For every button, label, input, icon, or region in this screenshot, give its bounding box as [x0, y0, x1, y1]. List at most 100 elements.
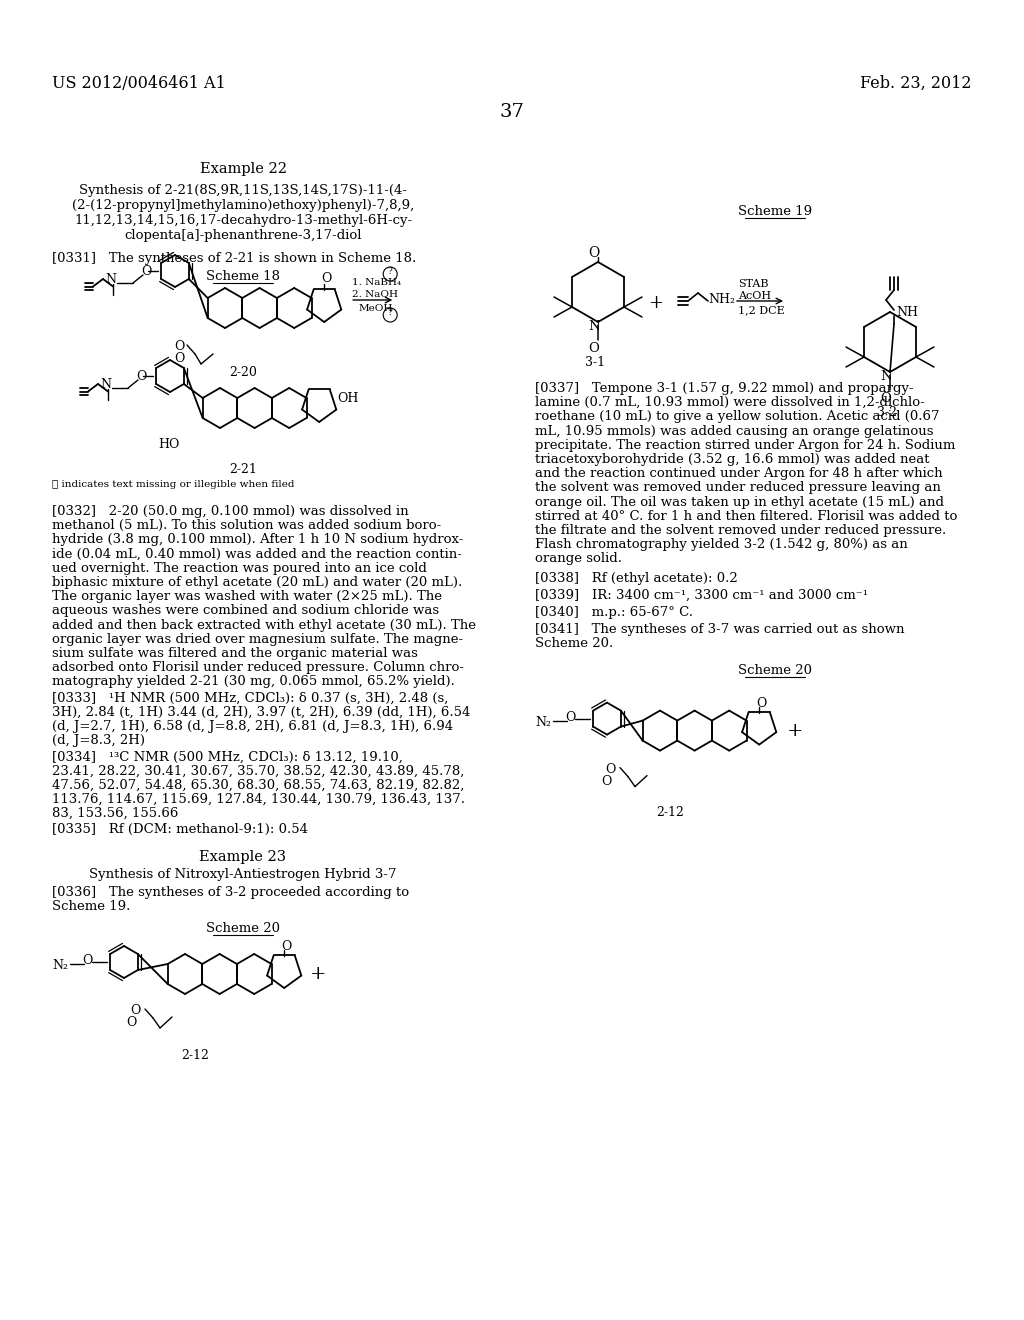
Text: O: O	[281, 940, 292, 953]
Text: triacetoxyborohydride (3.52 g, 16.6 mmol) was added neat: triacetoxyborohydride (3.52 g, 16.6 mmol…	[535, 453, 930, 466]
Text: The organic layer was washed with water (2×25 mL). The: The organic layer was washed with water …	[52, 590, 442, 603]
Text: and the reaction continued under Argon for 48 h after which: and the reaction continued under Argon f…	[535, 467, 943, 480]
Text: 3H), 2.84 (t, 1H) 3.44 (d, 2H), 3.97 (t, 2H), 6.39 (dd, 1H), 6.54: 3H), 2.84 (t, 1H) 3.44 (d, 2H), 3.97 (t,…	[52, 706, 470, 719]
Text: O: O	[589, 342, 599, 355]
Text: the solvent was removed under reduced pressure leaving an: the solvent was removed under reduced pr…	[535, 482, 941, 495]
Text: O: O	[127, 1016, 137, 1030]
Text: sium sulfate was filtered and the organic material was: sium sulfate was filtered and the organi…	[52, 647, 418, 660]
Text: 3-2: 3-2	[877, 407, 897, 418]
Text: [0336]   The syntheses of 3-2 proceeded according to: [0336] The syntheses of 3-2 proceeded ac…	[52, 886, 410, 899]
Text: Scheme 20: Scheme 20	[738, 664, 812, 677]
Text: N: N	[100, 378, 112, 391]
Text: 2-12: 2-12	[181, 1049, 209, 1063]
Text: [0334]   ¹³C NMR (500 MHz, CDCl₃): δ 13.12, 19.10,: [0334] ¹³C NMR (500 MHz, CDCl₃): δ 13.12…	[52, 750, 402, 763]
Text: (d, J=2.7, 1H), 6.58 (d, J=8.8, 2H), 6.81 (d, J=8.3, 1H), 6.94: (d, J=2.7, 1H), 6.58 (d, J=8.8, 2H), 6.8…	[52, 719, 454, 733]
Text: O: O	[756, 697, 766, 710]
Text: methanol (5 mL). To this solution was added sodium boro-: methanol (5 mL). To this solution was ad…	[52, 519, 441, 532]
Text: O: O	[175, 341, 185, 352]
Text: (d, J=8.3, 2H): (d, J=8.3, 2H)	[52, 734, 145, 747]
Text: lamine (0.7 mL, 10.93 mmol) were dissolved in 1,2-dichlo-: lamine (0.7 mL, 10.93 mmol) were dissolv…	[535, 396, 925, 409]
Text: [0335]   Rf (DCM: methanol-9:1): 0.54: [0335] Rf (DCM: methanol-9:1): 0.54	[52, 824, 308, 837]
Text: clopenta[a]-phenanthrene-3,17-diol: clopenta[a]-phenanthrene-3,17-diol	[124, 228, 361, 242]
Text: Synthesis of Nitroxyl-Antiestrogen Hybrid 3-7: Synthesis of Nitroxyl-Antiestrogen Hybri…	[89, 867, 396, 880]
Text: [0341]   The syntheses of 3-7 was carried out as shown: [0341] The syntheses of 3-7 was carried …	[535, 623, 904, 636]
Text: (2-(12-propynyl]methylamino)ethoxy)phenyl)-7,8,9,: (2-(12-propynyl]methylamino)ethoxy)pheny…	[72, 199, 414, 213]
Text: 23.41, 28.22, 30.41, 30.67, 35.70, 38.52, 42.30, 43.89, 45.78,: 23.41, 28.22, 30.41, 30.67, 35.70, 38.52…	[52, 764, 464, 777]
Text: 2-20: 2-20	[229, 366, 257, 379]
Text: O: O	[589, 246, 600, 260]
Text: N₂: N₂	[535, 715, 551, 729]
Text: 1,2 DCE: 1,2 DCE	[738, 305, 784, 315]
Text: Example 22: Example 22	[200, 162, 287, 176]
Text: O: O	[605, 763, 616, 776]
Text: MeOH: MeOH	[358, 304, 392, 313]
Text: NH: NH	[896, 306, 918, 319]
Text: 83, 153.56, 155.66: 83, 153.56, 155.66	[52, 808, 178, 820]
Text: added and then back extracted with ethyl acetate (30 mL). The: added and then back extracted with ethyl…	[52, 619, 476, 631]
Text: HO: HO	[159, 438, 180, 451]
Text: adsorbed onto Florisil under reduced pressure. Column chro-: adsorbed onto Florisil under reduced pre…	[52, 661, 464, 675]
Text: 2. NaOH: 2. NaOH	[352, 290, 398, 300]
Text: O: O	[131, 1005, 141, 1016]
Text: ⓘ indicates text missing or illegible when filed: ⓘ indicates text missing or illegible wh…	[52, 480, 295, 488]
Text: AcOH: AcOH	[738, 290, 771, 301]
Text: ?: ?	[388, 308, 392, 317]
Text: the filtrate and the solvent removed under reduced pressure.: the filtrate and the solvent removed und…	[535, 524, 946, 537]
Text: 11,12,13,14,15,16,17-decahydro-13-methyl-6H-cy-: 11,12,13,14,15,16,17-decahydro-13-methyl…	[74, 214, 412, 227]
Text: Feb. 23, 2012: Feb. 23, 2012	[860, 75, 972, 92]
Text: N₂: N₂	[52, 960, 68, 972]
Text: mL, 10.95 mmols) was added causing an orange gelatinous: mL, 10.95 mmols) was added causing an or…	[535, 425, 934, 438]
Text: O: O	[136, 370, 146, 383]
Text: orange oil. The oil was taken up in ethyl acetate (15 mL) and: orange oil. The oil was taken up in ethy…	[535, 495, 944, 508]
Text: precipitate. The reaction stirred under Argon for 24 h. Sodium: precipitate. The reaction stirred under …	[535, 438, 955, 451]
Text: +: +	[787, 722, 804, 739]
Text: ?: ?	[388, 267, 392, 276]
Text: O: O	[321, 272, 332, 285]
Text: aqueous washes were combined and sodium chloride was: aqueous washes were combined and sodium …	[52, 605, 439, 618]
Text: O: O	[881, 392, 892, 405]
Text: N: N	[588, 319, 600, 333]
Text: N: N	[105, 273, 117, 286]
Text: Scheme 20.: Scheme 20.	[535, 638, 613, 651]
Text: orange solid.: orange solid.	[535, 552, 622, 565]
Text: ide (0.04 mL, 0.40 mmol) was added and the reaction contin-: ide (0.04 mL, 0.40 mmol) was added and t…	[52, 548, 462, 561]
Text: 2-21: 2-21	[229, 463, 257, 477]
Text: [0337]   Tempone 3-1 (1.57 g, 9.22 mmol) and propargy-: [0337] Tempone 3-1 (1.57 g, 9.22 mmol) a…	[535, 381, 913, 395]
Text: hydride (3.8 mg, 0.100 mmol). After 1 h 10 N sodium hydrox-: hydride (3.8 mg, 0.100 mmol). After 1 h …	[52, 533, 464, 546]
Text: Synthesis of 2-21(8S,9R,11S,13S,14S,17S)-11-(4-: Synthesis of 2-21(8S,9R,11S,13S,14S,17S)…	[79, 183, 407, 197]
Text: 2-12: 2-12	[656, 805, 684, 818]
Text: Scheme 20: Scheme 20	[206, 921, 280, 935]
Text: [0332]   2-20 (50.0 mg, 0.100 mmol) was dissolved in: [0332] 2-20 (50.0 mg, 0.100 mmol) was di…	[52, 506, 409, 517]
Text: 3-1: 3-1	[585, 356, 605, 370]
Text: 37: 37	[500, 103, 524, 121]
Text: Scheme 18: Scheme 18	[206, 271, 280, 282]
Text: 47.56, 52.07, 54.48, 65.30, 68.30, 68.55, 74.63, 82.19, 82.82,: 47.56, 52.07, 54.48, 65.30, 68.30, 68.55…	[52, 779, 464, 792]
Text: O: O	[175, 352, 185, 366]
Text: ued overnight. The reaction was poured into an ice cold: ued overnight. The reaction was poured i…	[52, 562, 427, 574]
Text: O: O	[141, 265, 152, 279]
Text: Scheme 19: Scheme 19	[738, 205, 812, 218]
Text: biphasic mixture of ethyl acetate (20 mL) and water (20 mL).: biphasic mixture of ethyl acetate (20 mL…	[52, 576, 462, 589]
Text: [0339]   IR: 3400 cm⁻¹, 3300 cm⁻¹ and 3000 cm⁻¹: [0339] IR: 3400 cm⁻¹, 3300 cm⁻¹ and 3000…	[535, 589, 868, 602]
Text: matography yielded 2-21 (30 mg, 0.065 mmol, 65.2% yield).: matography yielded 2-21 (30 mg, 0.065 mm…	[52, 676, 455, 689]
Text: +: +	[648, 294, 664, 312]
Text: O: O	[82, 954, 92, 968]
Text: NH₂: NH₂	[708, 293, 735, 306]
Text: O: O	[602, 775, 612, 788]
Text: +: +	[310, 965, 327, 983]
Text: 1. NaBH₄: 1. NaBH₄	[352, 279, 401, 286]
Text: OH: OH	[337, 392, 358, 405]
Text: O: O	[565, 710, 575, 723]
Text: Example 23: Example 23	[200, 850, 287, 863]
Text: US 2012/0046461 A1: US 2012/0046461 A1	[52, 75, 225, 92]
Text: organic layer was dried over magnesium sulfate. The magne-: organic layer was dried over magnesium s…	[52, 632, 463, 645]
Text: [0340]   m.p.: 65-67° C.: [0340] m.p.: 65-67° C.	[535, 606, 693, 619]
Text: [0333]   ¹H NMR (500 MHz, CDCl₃): δ 0.37 (s, 3H), 2.48 (s,: [0333] ¹H NMR (500 MHz, CDCl₃): δ 0.37 (…	[52, 692, 449, 705]
Text: stirred at 40° C. for 1 h and then filtered. Florisil was added to: stirred at 40° C. for 1 h and then filte…	[535, 510, 957, 523]
Text: [0331]   The syntheses of 2-21 is shown in Scheme 18.: [0331] The syntheses of 2-21 is shown in…	[52, 252, 416, 265]
Text: Scheme 19.: Scheme 19.	[52, 900, 130, 913]
Text: Flash chromatography yielded 3-2 (1.542 g, 80%) as an: Flash chromatography yielded 3-2 (1.542 …	[535, 539, 907, 552]
Text: [0338]   Rf (ethyl acetate): 0.2: [0338] Rf (ethyl acetate): 0.2	[535, 572, 737, 585]
Text: STAB: STAB	[738, 279, 768, 289]
Text: roethane (10 mL) to give a yellow solution. Acetic acid (0.67: roethane (10 mL) to give a yellow soluti…	[535, 411, 939, 424]
